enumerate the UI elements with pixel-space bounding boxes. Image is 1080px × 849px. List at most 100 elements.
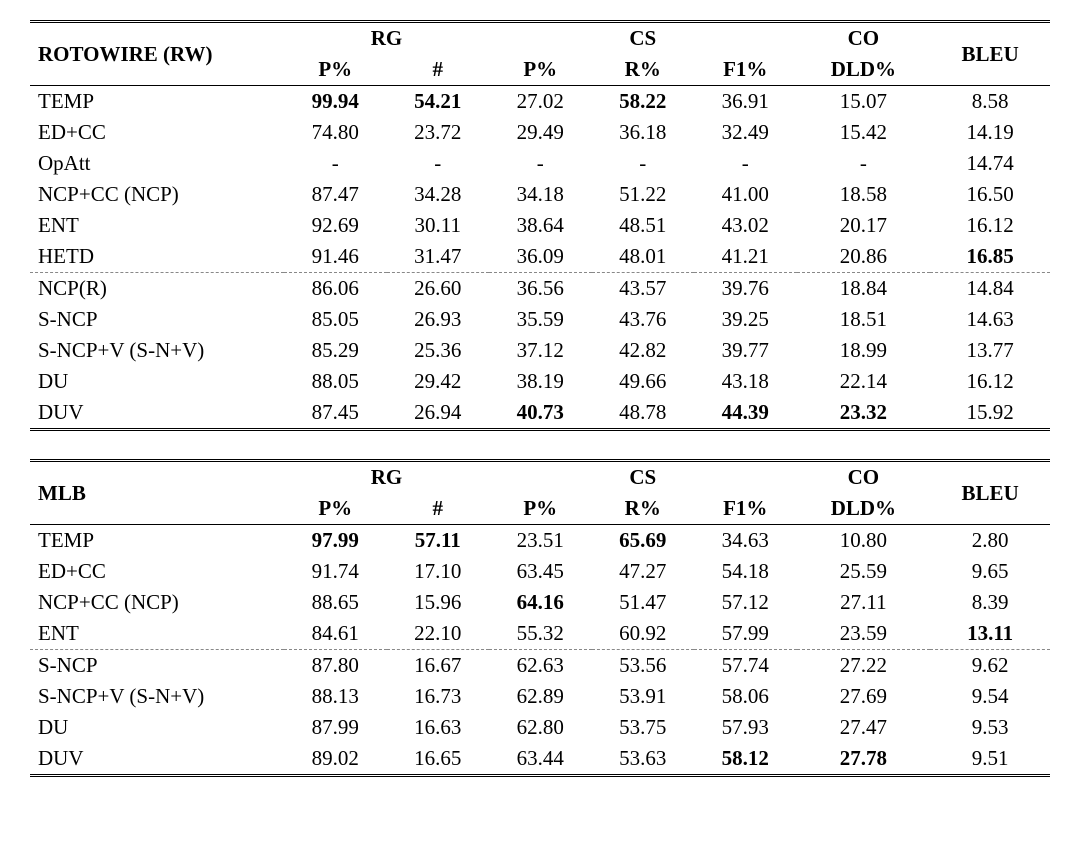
cell: 53.63 bbox=[592, 743, 695, 776]
table-row: TEMP97.9957.1123.5165.6934.6310.802.80 bbox=[30, 525, 1050, 557]
column-group: CO bbox=[797, 461, 931, 494]
row-label: S-NCP+V (S-N+V) bbox=[30, 335, 284, 366]
cell: 16.12 bbox=[930, 210, 1050, 241]
cell: 87.99 bbox=[284, 712, 387, 743]
table-row: ED+CC91.7417.1063.4547.2754.1825.599.65 bbox=[30, 556, 1050, 587]
column-subheader: P% bbox=[284, 54, 387, 86]
cell: 39.76 bbox=[694, 273, 797, 305]
cell: 99.94 bbox=[284, 86, 387, 118]
row-label: NCP+CC (NCP) bbox=[30, 587, 284, 618]
row-label: TEMP bbox=[30, 525, 284, 557]
cell: 9.51 bbox=[930, 743, 1050, 776]
cell: 63.44 bbox=[489, 743, 592, 776]
cell: 16.73 bbox=[387, 681, 490, 712]
cell: 65.69 bbox=[592, 525, 695, 557]
table-row: NCP(R)86.0626.6036.5643.5739.7618.8414.8… bbox=[30, 273, 1050, 305]
cell: 43.57 bbox=[592, 273, 695, 305]
cell: - bbox=[694, 148, 797, 179]
cell: 86.06 bbox=[284, 273, 387, 305]
cell: 88.65 bbox=[284, 587, 387, 618]
cell: 27.78 bbox=[797, 743, 931, 776]
cell: 15.92 bbox=[930, 397, 1050, 430]
cell: 48.51 bbox=[592, 210, 695, 241]
cell: 48.01 bbox=[592, 241, 695, 273]
cell: 14.74 bbox=[930, 148, 1050, 179]
cell: 18.58 bbox=[797, 179, 931, 210]
column-subheader: DLD% bbox=[797, 54, 931, 86]
cell: 64.16 bbox=[489, 587, 592, 618]
cell: 37.12 bbox=[489, 335, 592, 366]
table-row: OpAtt------14.74 bbox=[30, 148, 1050, 179]
cell: 18.51 bbox=[797, 304, 931, 335]
row-label: DU bbox=[30, 712, 284, 743]
cell: 26.94 bbox=[387, 397, 490, 430]
cell: - bbox=[387, 148, 490, 179]
cell: - bbox=[284, 148, 387, 179]
cell: 16.65 bbox=[387, 743, 490, 776]
row-label: DUV bbox=[30, 743, 284, 776]
cell: 26.60 bbox=[387, 273, 490, 305]
cell: 36.56 bbox=[489, 273, 592, 305]
cell: 62.63 bbox=[489, 650, 592, 682]
cell: 31.47 bbox=[387, 241, 490, 273]
cell: 9.65 bbox=[930, 556, 1050, 587]
cell: 20.17 bbox=[797, 210, 931, 241]
row-label: DUV bbox=[30, 397, 284, 430]
table-row: NCP+CC (NCP)87.4734.2834.1851.2241.0018.… bbox=[30, 179, 1050, 210]
cell: 53.75 bbox=[592, 712, 695, 743]
cell: 43.18 bbox=[694, 366, 797, 397]
cell: 58.12 bbox=[694, 743, 797, 776]
cell: 63.45 bbox=[489, 556, 592, 587]
table-row: TEMP99.9454.2127.0258.2236.9115.078.58 bbox=[30, 86, 1050, 118]
cell: 26.93 bbox=[387, 304, 490, 335]
row-label: OpAtt bbox=[30, 148, 284, 179]
table-row: S-NCP87.8016.6762.6353.5657.7427.229.62 bbox=[30, 650, 1050, 682]
cell: 18.99 bbox=[797, 335, 931, 366]
cell: 2.80 bbox=[930, 525, 1050, 557]
cell: 88.13 bbox=[284, 681, 387, 712]
cell: 27.69 bbox=[797, 681, 931, 712]
cell: 29.42 bbox=[387, 366, 490, 397]
cell: 54.18 bbox=[694, 556, 797, 587]
cell: 20.86 bbox=[797, 241, 931, 273]
column-subheader: P% bbox=[284, 493, 387, 525]
table-row: DUV89.0216.6563.4453.6358.1227.789.51 bbox=[30, 743, 1050, 776]
cell: 8.39 bbox=[930, 587, 1050, 618]
table-row: S-NCP+V (S-N+V)85.2925.3637.1242.8239.77… bbox=[30, 335, 1050, 366]
cell: 16.67 bbox=[387, 650, 490, 682]
table-row: DUV87.4526.9440.7348.7844.3923.3215.92 bbox=[30, 397, 1050, 430]
cell: 53.56 bbox=[592, 650, 695, 682]
row-label: ENT bbox=[30, 618, 284, 650]
row-label: ED+CC bbox=[30, 556, 284, 587]
cell: 16.85 bbox=[930, 241, 1050, 273]
table-row: ED+CC74.8023.7229.4936.1832.4915.4214.19 bbox=[30, 117, 1050, 148]
results-table: MLBRGCSCOBLEUP%#P%R%F1%DLD%TEMP97.9957.1… bbox=[30, 459, 1050, 777]
results-table: ROTOWIRE (RW)RGCSCOBLEUP%#P%R%F1%DLD%TEM… bbox=[30, 20, 1050, 431]
cell: 39.77 bbox=[694, 335, 797, 366]
cell: 22.14 bbox=[797, 366, 931, 397]
cell: 14.84 bbox=[930, 273, 1050, 305]
cell: 43.02 bbox=[694, 210, 797, 241]
table-title: MLB bbox=[30, 461, 284, 525]
column-subheader: P% bbox=[489, 54, 592, 86]
column-subheader: # bbox=[387, 493, 490, 525]
cell: 88.05 bbox=[284, 366, 387, 397]
column-subheader: # bbox=[387, 54, 490, 86]
cell: 36.91 bbox=[694, 86, 797, 118]
cell: 36.09 bbox=[489, 241, 592, 273]
cell: 91.46 bbox=[284, 241, 387, 273]
cell: 23.72 bbox=[387, 117, 490, 148]
cell: - bbox=[489, 148, 592, 179]
table-row: S-NCP85.0526.9335.5943.7639.2518.5114.63 bbox=[30, 304, 1050, 335]
cell: 57.93 bbox=[694, 712, 797, 743]
row-label: S-NCP bbox=[30, 650, 284, 682]
cell: 23.59 bbox=[797, 618, 931, 650]
cell: 16.12 bbox=[930, 366, 1050, 397]
cell: 27.22 bbox=[797, 650, 931, 682]
cell: 62.80 bbox=[489, 712, 592, 743]
cell: 9.54 bbox=[930, 681, 1050, 712]
cell: 44.39 bbox=[694, 397, 797, 430]
cell: 15.07 bbox=[797, 86, 931, 118]
column-group: CS bbox=[489, 461, 797, 494]
column-group: BLEU bbox=[930, 461, 1050, 525]
